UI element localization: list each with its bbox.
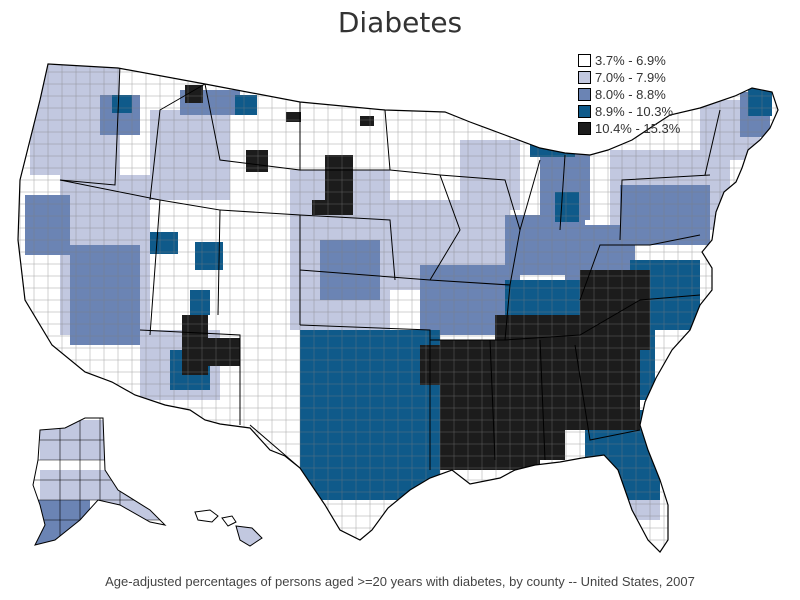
conus-region bbox=[17, 63, 779, 553]
legend-label: 3.7% - 6.9% bbox=[595, 52, 666, 68]
legend-swatch bbox=[578, 104, 591, 118]
legend-item: 7.0% - 7.9% bbox=[578, 69, 718, 85]
legend-label: 7.0% - 7.9% bbox=[595, 69, 666, 85]
legend-label: 8.9% - 10.3% bbox=[595, 103, 674, 119]
legend-item: 10.4% - 15.3% bbox=[578, 120, 718, 136]
hawaii-region bbox=[194, 509, 263, 547]
alaska-region bbox=[32, 417, 167, 546]
legend-item: 3.7% - 6.9% bbox=[578, 52, 718, 68]
map-legend: 3.7% - 6.9% 7.0% - 7.9% 8.0% - 8.8% 8.9%… bbox=[578, 52, 718, 137]
legend-item: 8.0% - 8.8% bbox=[578, 86, 718, 102]
legend-label: 10.4% - 15.3% bbox=[595, 120, 681, 136]
legend-swatch bbox=[578, 53, 591, 67]
legend-item: 8.9% - 10.3% bbox=[578, 103, 718, 119]
map-footnote: Age-adjusted percentages of persons aged… bbox=[105, 574, 695, 589]
legend-swatch bbox=[578, 70, 591, 84]
state-borders bbox=[59, 64, 721, 470]
map-title: Diabetes bbox=[337, 6, 463, 39]
legend-swatch bbox=[578, 87, 591, 101]
range-10-4-15-3-areas bbox=[182, 85, 650, 470]
legend-swatch bbox=[578, 121, 591, 135]
legend-label: 8.0% - 8.8% bbox=[595, 86, 666, 102]
